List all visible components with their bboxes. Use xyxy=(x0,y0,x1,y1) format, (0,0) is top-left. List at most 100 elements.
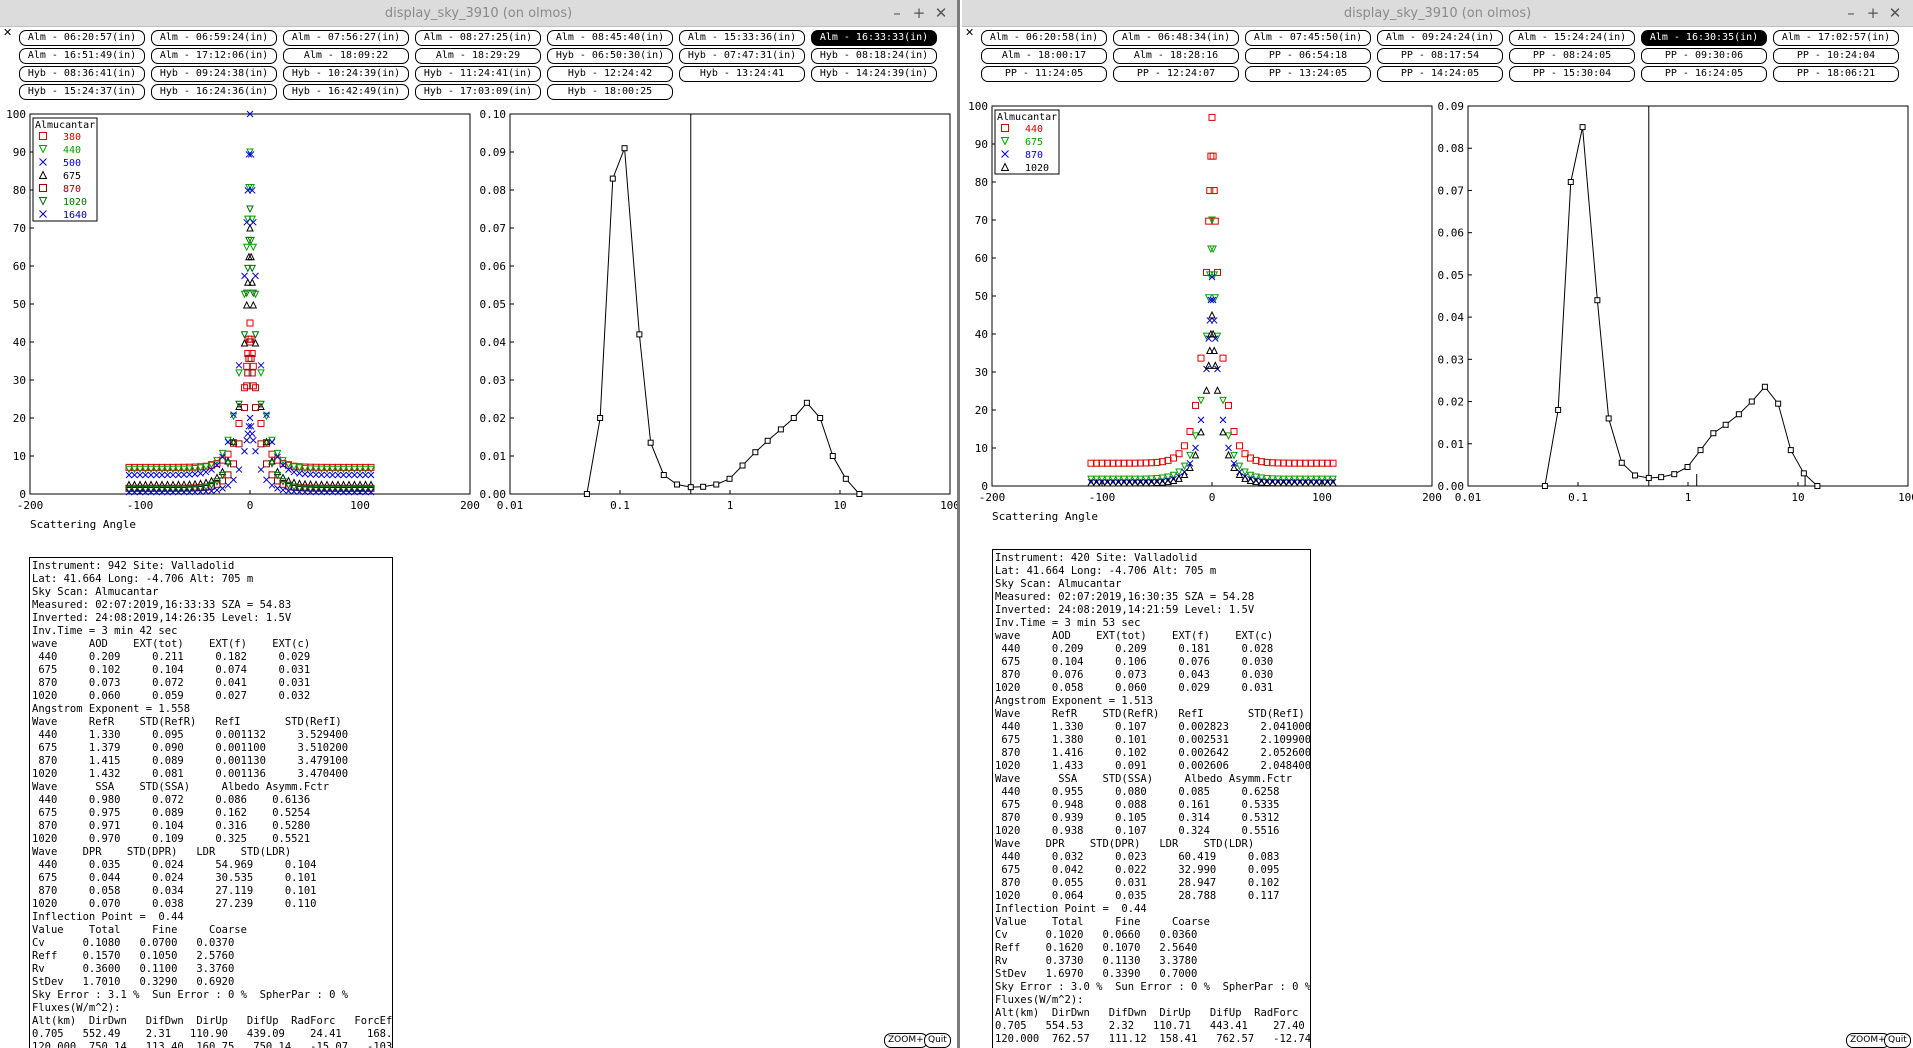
scan-tab[interactable]: Alm - 18:29:29 xyxy=(415,48,541,64)
data-point xyxy=(329,471,336,479)
data-point xyxy=(312,480,320,488)
data-point xyxy=(163,465,172,474)
data-point xyxy=(318,471,325,479)
scan-tab[interactable]: Alm - 15:24:24(in) xyxy=(1509,30,1635,46)
quit-button[interactable]: Quit xyxy=(1884,1033,1911,1048)
scan-tab[interactable]: Hyb - 07:47:31(in) xyxy=(679,48,805,64)
scan-tab[interactable]: Alm - 06:20:58(in) xyxy=(981,30,1107,46)
scan-tab[interactable]: PP - 12:24:07 xyxy=(1113,66,1239,82)
close-icon[interactable]: ✕ xyxy=(3,26,13,39)
maximize-button[interactable]: + xyxy=(912,4,926,22)
scan-tab[interactable]: PP - 08:24:05 xyxy=(1509,48,1635,64)
scan-tab[interactable]: PP - 06:54:18 xyxy=(1245,48,1371,64)
size-point xyxy=(842,475,849,482)
data-point xyxy=(350,480,359,488)
data-point xyxy=(1241,474,1249,482)
data-point xyxy=(197,488,204,496)
minimize-button[interactable]: – xyxy=(893,4,901,22)
size-point xyxy=(647,439,654,446)
data-point xyxy=(1285,475,1293,484)
scan-tab[interactable]: Alm - 18:00:17 xyxy=(981,48,1107,64)
scan-tab[interactable]: Alm - 06:48:34(in) xyxy=(1113,30,1239,46)
scan-tab[interactable]: PP - 16:24:05 xyxy=(1641,66,1767,82)
data-point xyxy=(213,461,221,469)
scan-tab[interactable]: Hyb - 08:18:24(in) xyxy=(811,48,937,64)
data-point xyxy=(246,414,254,422)
scan-tab[interactable]: PP - 11:24:05 xyxy=(981,66,1107,82)
size-point xyxy=(1722,421,1729,428)
y-tick-label: 0.05 xyxy=(480,298,507,311)
scan-tab[interactable]: Hyb - 13:24:41 xyxy=(679,66,805,82)
scan-tab[interactable]: Alm - 16:33:33(in) xyxy=(811,30,937,46)
size-point xyxy=(1594,297,1601,304)
scan-tab[interactable]: Alm - 07:45:50(in) xyxy=(1245,30,1371,46)
legend-label: 1020 xyxy=(63,197,87,208)
data-point xyxy=(174,485,183,494)
data-point xyxy=(185,485,194,494)
scan-tab[interactable]: Alm - 06:59:24(in) xyxy=(151,30,277,46)
y-tick-label: 60 xyxy=(13,260,26,273)
scan-tab[interactable]: Alm - 09:24:24(in) xyxy=(1377,30,1503,46)
scan-tab[interactable]: Hyb - 15:24:37(in) xyxy=(19,84,145,100)
legend-label: 870 xyxy=(1025,150,1043,161)
scan-tab[interactable]: Hyb - 06:50:30(in) xyxy=(547,48,673,64)
y-tick-label: 0 xyxy=(19,488,26,501)
scan-tab[interactable]: Alm - 15:33:36(in) xyxy=(679,30,805,46)
data-point xyxy=(1263,478,1271,487)
y-tick-label: 40 xyxy=(13,336,26,349)
close-icon[interactable]: ✕ xyxy=(965,26,975,39)
scan-tab[interactable]: Hyb - 12:24:42 xyxy=(547,66,673,82)
scan-tab[interactable]: PP - 13:24:05 xyxy=(1245,66,1371,82)
scan-tabs: Alm - 06:20:57(in) Alm - 06:59:24(in) Alm … xyxy=(19,30,937,100)
data-point xyxy=(174,465,183,474)
scan-tab[interactable]: PP - 10:24:04 xyxy=(1773,48,1899,64)
minimize-button[interactable]: – xyxy=(1847,4,1855,22)
scan-tab[interactable]: Hyb - 11:24:41(in) xyxy=(415,66,541,82)
scan-tab[interactable]: Hyb - 14:24:39(in) xyxy=(811,66,937,82)
scan-tab[interactable]: Alm - 16:30:35(in) xyxy=(1641,30,1767,46)
data-point xyxy=(306,485,315,494)
data-point xyxy=(1318,475,1326,484)
scan-tab[interactable]: Alm - 16:51:49(in) xyxy=(19,48,145,64)
scan-tab[interactable]: Hyb - 16:24:36(in) xyxy=(151,84,277,100)
scan-tab[interactable]: Hyb - 18:00:25 xyxy=(547,84,673,100)
data-point xyxy=(312,488,320,496)
scan-tab[interactable]: Alm - 18:09:22 xyxy=(283,48,409,64)
size-point xyxy=(1787,447,1794,454)
data-point xyxy=(1180,462,1189,471)
close-window-button[interactable]: ✕ xyxy=(934,4,948,22)
scan-tab[interactable]: PP - 14:24:05 xyxy=(1377,66,1503,82)
data-point xyxy=(230,460,237,468)
scan-tab[interactable]: Alm - 18:28:16 xyxy=(1113,48,1239,64)
close-window-button[interactable]: ✕ xyxy=(1888,4,1902,22)
data-point xyxy=(248,187,256,194)
scan-tab[interactable]: PP - 09:30:06 xyxy=(1641,48,1767,64)
scan-tab[interactable]: Hyb - 16:42:49(in) xyxy=(283,84,409,100)
scan-tab[interactable]: Alm - 07:56:27(in) xyxy=(283,30,409,46)
zoom-in-button[interactable]: ZOOM+ xyxy=(884,1033,928,1048)
scan-tab[interactable]: Alm - 08:45:40(in) xyxy=(547,30,673,46)
size-point xyxy=(764,437,771,444)
scan-tab[interactable]: PP - 15:30:04 xyxy=(1509,66,1635,82)
data-point xyxy=(248,264,257,273)
scan-tab[interactable]: PP - 08:17:54 xyxy=(1377,48,1503,64)
scan-tab[interactable]: Alm - 08:27:25(in) xyxy=(415,30,541,46)
data-point xyxy=(39,158,47,166)
size-point xyxy=(583,491,590,497)
scan-tab[interactable]: Hyb - 10:24:39(in) xyxy=(283,66,409,82)
quit-button[interactable]: Quit xyxy=(924,1033,951,1048)
y-tick-label: 0.06 xyxy=(480,260,507,273)
data-point xyxy=(1120,475,1128,484)
data-point xyxy=(180,488,188,496)
scan-tab[interactable]: Hyb - 17:03:09(in) xyxy=(415,84,541,100)
scan-tab[interactable]: Hyb - 09:24:38(in) xyxy=(151,66,277,82)
data-point xyxy=(224,450,232,458)
maximize-button[interactable]: + xyxy=(1866,4,1880,22)
scan-tab[interactable]: Alm - 06:20:57(in) xyxy=(19,30,145,46)
scan-tab[interactable]: Alm - 17:12:06(in) xyxy=(151,48,277,64)
scan-tab[interactable]: PP - 18:06:21 xyxy=(1773,66,1899,82)
y-tick-label: 0.03 xyxy=(480,374,507,387)
scan-tab[interactable]: Alm - 17:02:57(in) xyxy=(1773,30,1899,46)
scan-tab[interactable]: Hyb - 08:36:41(in) xyxy=(19,66,145,82)
data-point xyxy=(246,205,254,214)
